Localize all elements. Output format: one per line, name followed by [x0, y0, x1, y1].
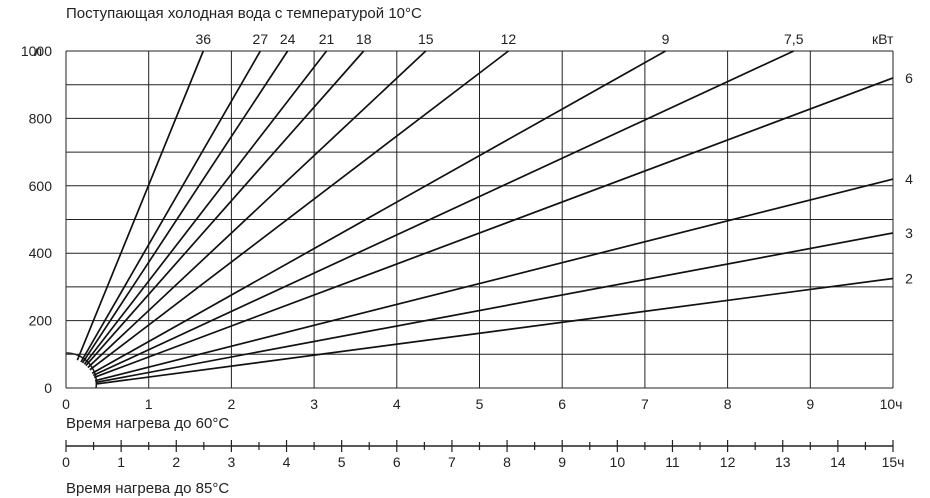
x2-tick-label: 11	[665, 454, 680, 470]
series-label-7,5: 7,5	[784, 31, 804, 47]
series-label-24: 24	[280, 31, 296, 47]
series-label-21: 21	[319, 31, 335, 47]
y-tick-label: 0	[44, 380, 52, 396]
y-tick-label: 400	[29, 245, 53, 261]
x2-axis-label: Время нагрева до 85°C	[66, 480, 229, 497]
series-label-18: 18	[356, 31, 372, 47]
x-tick-label: 10ч	[880, 396, 903, 412]
x2-tick-label: 5	[338, 454, 346, 470]
series-unit-label: кВт	[872, 31, 894, 47]
y-tick-label: 800	[29, 110, 53, 126]
x-tick-label: 6	[558, 396, 566, 412]
x-tick-label: 2	[228, 396, 236, 412]
x-tick-label: 7	[641, 396, 649, 412]
series-line-12	[89, 50, 509, 371]
series-label-3: 3	[905, 225, 913, 241]
x-tick-label: 3	[310, 396, 318, 412]
series-line-7,5	[92, 50, 795, 377]
x2-tick-label: 12	[720, 454, 736, 470]
chart-title: Поступающая холодная вода с температурой…	[66, 5, 422, 22]
x2-tick-label: 1	[117, 454, 125, 470]
x2-tick-label: 0	[62, 454, 70, 470]
series-label-2: 2	[905, 270, 913, 286]
series-label-12: 12	[501, 31, 517, 47]
grid	[65, 50, 894, 452]
y-tick-label: 600	[29, 178, 53, 194]
series-label-27: 27	[253, 31, 269, 47]
x2-tick-label: 13	[775, 454, 791, 470]
x-tick-label: 5	[476, 396, 484, 412]
series-label-36: 36	[195, 31, 211, 47]
x-axis-label: Время нагрева до 60°C	[66, 415, 229, 432]
x2-tick-label: 15ч	[882, 454, 905, 470]
x-tick-label: 9	[806, 396, 814, 412]
series-line-3	[95, 232, 894, 384]
series-line-27	[80, 50, 262, 363]
series-line-18	[85, 50, 365, 367]
series-line-2	[95, 277, 894, 385]
series-line-9	[91, 50, 666, 375]
x2-tick-label: 7	[448, 454, 456, 470]
series-label-9: 9	[662, 31, 670, 47]
series-line-36	[76, 50, 205, 361]
x-tick-label: 8	[724, 396, 732, 412]
y-tick-label: 1000	[21, 43, 52, 59]
series-group	[65, 50, 894, 389]
series-line-4	[94, 178, 894, 382]
x2-tick-label: 10	[610, 454, 626, 470]
y-axis-unit: л	[34, 43, 42, 59]
series-line-24	[81, 50, 289, 364]
x2-tick-label: 3	[228, 454, 236, 470]
series-label-6: 6	[905, 70, 913, 86]
x-tick-label: 0	[62, 396, 70, 412]
y-tick-label: 200	[29, 313, 53, 329]
x2-tick-label: 6	[393, 454, 401, 470]
series-label-4: 4	[905, 171, 913, 187]
x2-tick-label: 14	[830, 454, 846, 470]
series-line-15	[87, 50, 427, 369]
series-label-15: 15	[418, 31, 434, 47]
series-line-6	[93, 77, 894, 379]
x2-tick-label: 4	[283, 454, 291, 470]
series-line-21	[83, 50, 328, 365]
x2-tick-label: 9	[558, 454, 566, 470]
x-tick-label: 1	[145, 396, 153, 412]
x-tick-label: 4	[393, 396, 401, 412]
x2-tick-label: 8	[503, 454, 511, 470]
x2-tick-label: 2	[172, 454, 180, 470]
